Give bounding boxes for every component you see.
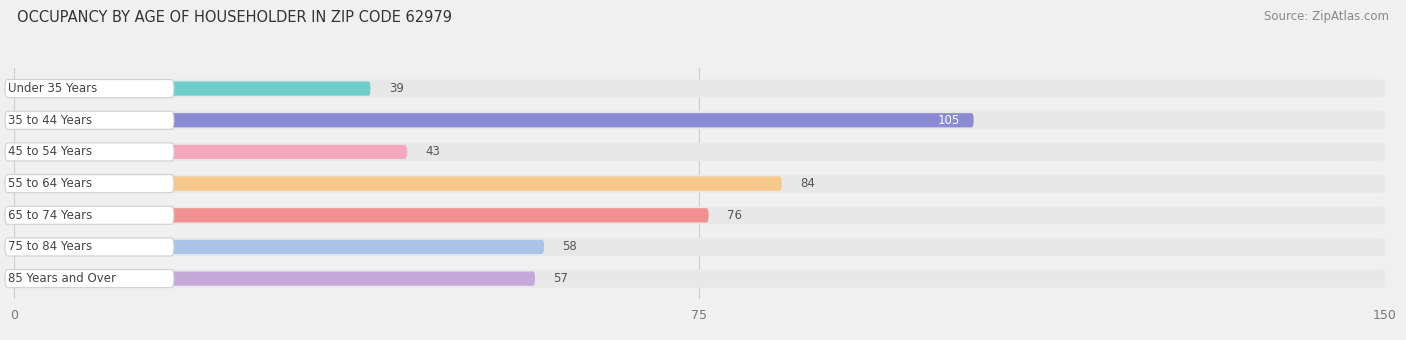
Text: 76: 76 [727,209,742,222]
FancyBboxPatch shape [4,238,174,256]
FancyBboxPatch shape [4,174,174,193]
FancyBboxPatch shape [14,240,544,254]
Text: 43: 43 [426,146,440,158]
Text: 55 to 64 Years: 55 to 64 Years [8,177,93,190]
Text: 105: 105 [938,114,960,127]
FancyBboxPatch shape [14,270,1385,288]
Text: 57: 57 [554,272,568,285]
FancyBboxPatch shape [14,82,371,96]
FancyBboxPatch shape [14,111,1385,129]
FancyBboxPatch shape [14,208,709,222]
FancyBboxPatch shape [14,206,1385,224]
FancyBboxPatch shape [14,113,974,128]
FancyBboxPatch shape [14,143,1385,161]
FancyBboxPatch shape [4,80,174,98]
Text: Source: ZipAtlas.com: Source: ZipAtlas.com [1264,10,1389,23]
Text: 39: 39 [389,82,404,95]
Text: Under 35 Years: Under 35 Years [8,82,97,95]
FancyBboxPatch shape [4,270,174,288]
Text: 58: 58 [562,240,576,253]
Text: 85 Years and Over: 85 Years and Over [8,272,117,285]
Text: 35 to 44 Years: 35 to 44 Years [8,114,93,127]
Text: 75 to 84 Years: 75 to 84 Years [8,240,93,253]
FancyBboxPatch shape [14,80,1385,98]
Text: 45 to 54 Years: 45 to 54 Years [8,146,93,158]
FancyBboxPatch shape [4,111,174,129]
FancyBboxPatch shape [4,206,174,224]
Text: OCCUPANCY BY AGE OF HOUSEHOLDER IN ZIP CODE 62979: OCCUPANCY BY AGE OF HOUSEHOLDER IN ZIP C… [17,10,451,25]
FancyBboxPatch shape [14,145,408,159]
FancyBboxPatch shape [14,238,1385,256]
Text: 84: 84 [800,177,815,190]
FancyBboxPatch shape [14,271,536,286]
FancyBboxPatch shape [14,176,782,191]
FancyBboxPatch shape [14,174,1385,193]
Text: 65 to 74 Years: 65 to 74 Years [8,209,93,222]
FancyBboxPatch shape [4,143,174,161]
